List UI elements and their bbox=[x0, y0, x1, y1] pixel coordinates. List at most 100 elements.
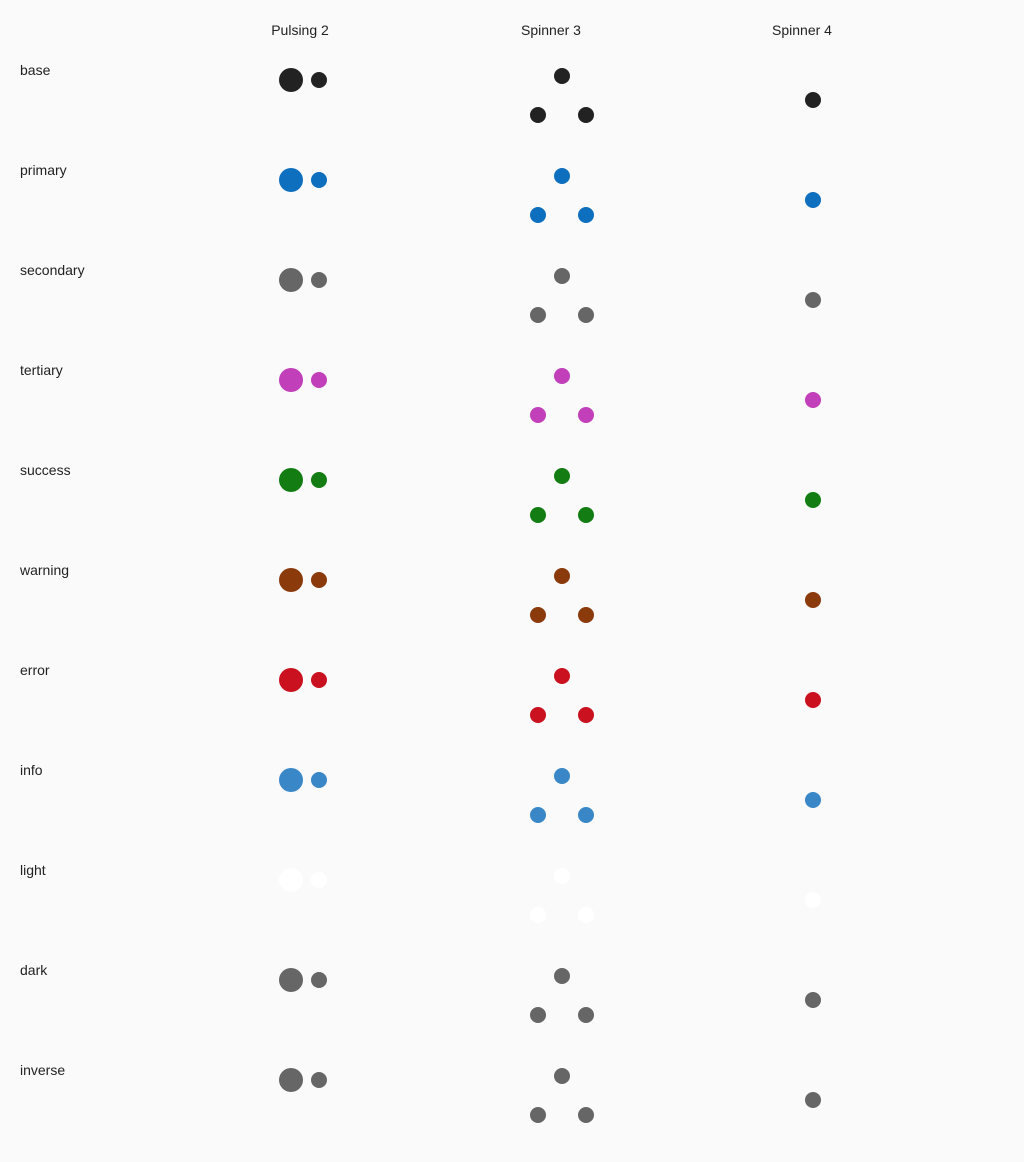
loader-dot bbox=[554, 168, 570, 184]
variant-row-inverse: inverse bbox=[0, 1062, 1024, 1162]
pulsing-2-loader-inverse bbox=[279, 1062, 329, 1102]
loader-dot bbox=[530, 907, 546, 923]
spinner-4-loader-error bbox=[804, 662, 822, 708]
loader-dot bbox=[805, 792, 821, 808]
spinner-3-loader-warning bbox=[529, 562, 595, 623]
loader-dot bbox=[805, 1092, 821, 1108]
spinner-3-loader-dark bbox=[529, 962, 595, 1023]
row-label: dark bbox=[20, 962, 48, 978]
loader-dot bbox=[578, 1107, 594, 1123]
loader-dot bbox=[554, 268, 570, 284]
row-label: tertiary bbox=[20, 362, 63, 378]
row-label: warning bbox=[20, 562, 70, 578]
column-header-spinner-3: Spinner 3 bbox=[521, 22, 581, 38]
loader-dot bbox=[554, 868, 570, 884]
loader-dot bbox=[554, 1068, 570, 1084]
variant-row-error: error bbox=[0, 662, 1024, 762]
pulsing-2-loader-error bbox=[279, 662, 329, 702]
loader-dot bbox=[279, 68, 303, 92]
row-label: base bbox=[20, 62, 51, 78]
loader-dot bbox=[279, 968, 303, 992]
row-label: error bbox=[20, 662, 50, 678]
loader-dot bbox=[578, 307, 594, 323]
pulsing-2-loader-secondary bbox=[279, 262, 329, 302]
column-header-pulsing-2: Pulsing 2 bbox=[271, 22, 329, 38]
spinner-4-loader-light bbox=[804, 862, 822, 908]
spinner-3-loader-light bbox=[529, 862, 595, 923]
spinner-4-loader-success bbox=[804, 462, 822, 508]
loader-dot bbox=[279, 1068, 303, 1092]
loader-dot bbox=[279, 668, 303, 692]
loader-dot bbox=[311, 1072, 327, 1088]
loader-dot bbox=[311, 272, 327, 288]
row-label: success bbox=[20, 462, 71, 478]
spinner-3-loader-tertiary bbox=[529, 362, 595, 423]
spinner-4-loader-secondary bbox=[804, 262, 822, 308]
spinner-3-loader-error bbox=[529, 662, 595, 723]
loader-dot bbox=[554, 368, 570, 384]
loader-dot bbox=[554, 568, 570, 584]
loader-dot bbox=[311, 672, 327, 688]
loader-dot bbox=[805, 292, 821, 308]
variant-row-tertiary: tertiary bbox=[0, 362, 1024, 462]
spinner-4-loader-warning bbox=[804, 562, 822, 608]
loader-dot bbox=[805, 992, 821, 1008]
spinner-3-loader-base bbox=[529, 62, 595, 123]
column-header-spinner-4: Spinner 4 bbox=[772, 22, 832, 38]
pulsing-2-loader-info bbox=[279, 762, 329, 802]
loader-dot bbox=[805, 392, 821, 408]
row-label: secondary bbox=[20, 262, 85, 278]
loader-dot bbox=[279, 568, 303, 592]
loader-dot bbox=[530, 407, 546, 423]
variant-row-dark: dark bbox=[0, 962, 1024, 1062]
spinner-3-loader-info bbox=[529, 762, 595, 823]
loader-dot bbox=[311, 72, 327, 88]
spinner-3-loader-inverse bbox=[529, 1062, 595, 1123]
loader-dot bbox=[311, 572, 327, 588]
loader-dot bbox=[578, 107, 594, 123]
variant-row-warning: warning bbox=[0, 562, 1024, 662]
pulsing-2-loader-dark bbox=[279, 962, 329, 1002]
row-label: inverse bbox=[20, 1062, 66, 1078]
loader-dot bbox=[578, 707, 594, 723]
loader-dot bbox=[554, 768, 570, 784]
loader-dot bbox=[530, 707, 546, 723]
spinner-3-loader-primary bbox=[529, 162, 595, 223]
spinner-3-loader-success bbox=[529, 462, 595, 523]
variant-row-secondary: secondary bbox=[0, 262, 1024, 362]
pulsing-2-loader-success bbox=[279, 462, 329, 502]
variant-row-primary: primary bbox=[0, 162, 1024, 262]
loader-dot bbox=[279, 468, 303, 492]
loader-dot bbox=[311, 972, 327, 988]
loader-dot bbox=[530, 307, 546, 323]
spinner-4-loader-primary bbox=[804, 162, 822, 208]
loader-dot bbox=[279, 268, 303, 292]
loader-dot bbox=[279, 168, 303, 192]
loader-dot bbox=[578, 207, 594, 223]
loader-dot bbox=[530, 1107, 546, 1123]
loader-dot bbox=[554, 468, 570, 484]
loader-dot bbox=[578, 807, 594, 823]
spinner-3-loader-secondary bbox=[529, 262, 595, 323]
spinner-4-loader-info bbox=[804, 762, 822, 808]
loader-dot bbox=[530, 607, 546, 623]
loader-dot bbox=[805, 892, 821, 908]
loader-dot bbox=[530, 107, 546, 123]
loader-dot bbox=[578, 907, 594, 923]
spinner-4-loader-dark bbox=[804, 962, 822, 1008]
loader-dot bbox=[530, 507, 546, 523]
pulsing-2-loader-warning bbox=[279, 562, 329, 602]
loader-dot bbox=[311, 872, 327, 888]
loader-dot bbox=[311, 172, 327, 188]
loader-dot bbox=[279, 868, 303, 892]
loader-dot bbox=[578, 507, 594, 523]
loader-dot bbox=[578, 407, 594, 423]
pulsing-2-loader-primary bbox=[279, 162, 329, 202]
spinner-4-loader-base bbox=[804, 62, 822, 108]
loader-dot bbox=[279, 768, 303, 792]
loader-dot bbox=[805, 592, 821, 608]
loader-dot bbox=[311, 772, 327, 788]
loader-dot bbox=[805, 692, 821, 708]
loader-dot bbox=[805, 192, 821, 208]
loader-dot bbox=[554, 968, 570, 984]
